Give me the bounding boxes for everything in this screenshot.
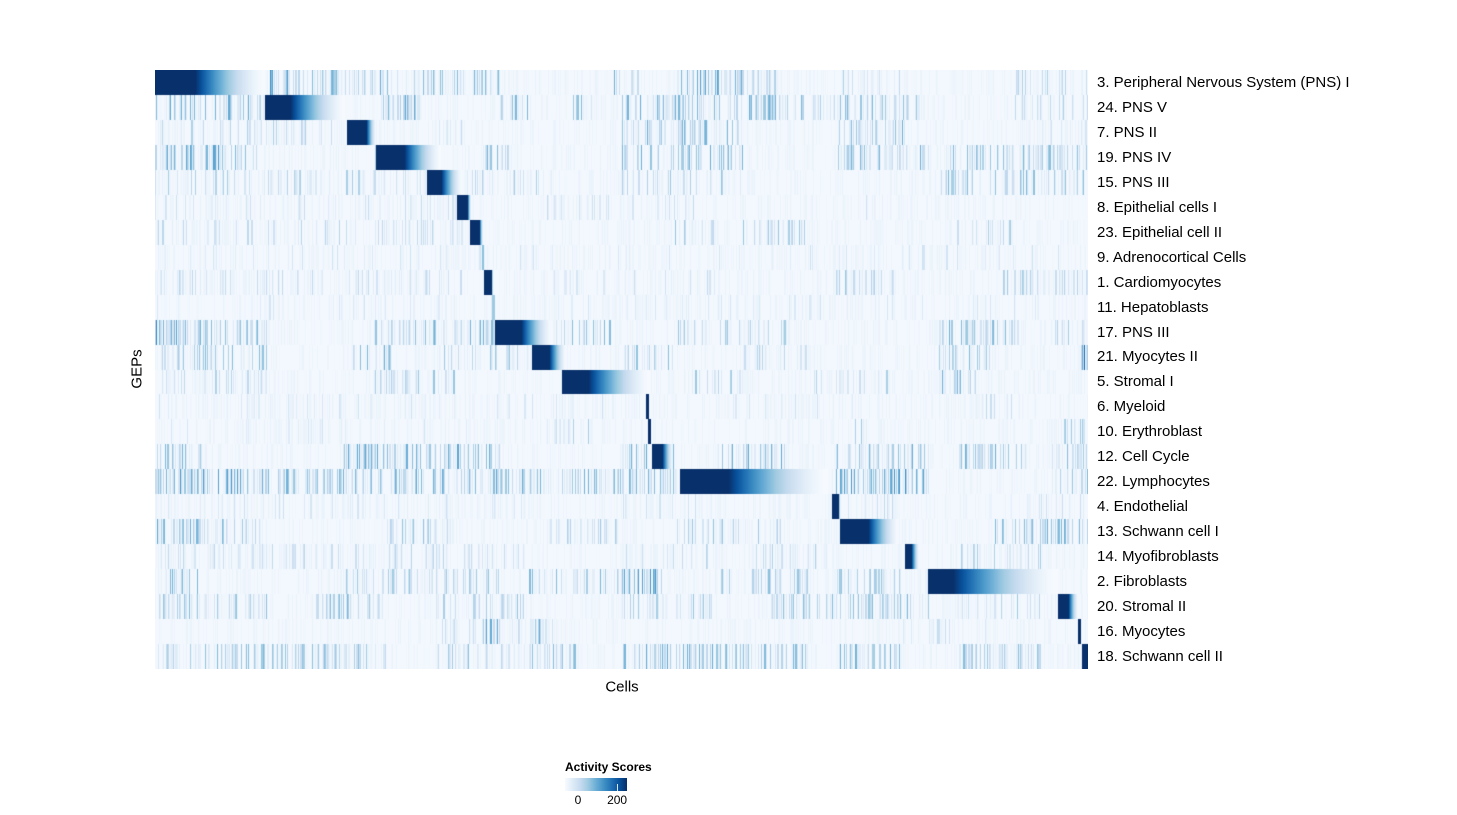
- row-label: 11. Hepatoblasts: [1097, 298, 1209, 316]
- legend-min-label: 0: [574, 793, 582, 807]
- legend-tick-labels: 0 200: [565, 793, 628, 807]
- row-label: 5. Stromal I: [1097, 373, 1174, 391]
- row-label: 22. Lymphocytes: [1097, 473, 1210, 491]
- row-label: 12. Cell Cycle: [1097, 448, 1190, 466]
- row-labels: 3. Peripheral Nervous System (PNS) I 24. …: [1097, 70, 1350, 669]
- row-label: 8. Epithelial cells I: [1097, 198, 1218, 216]
- row-label: 23. Epithelial cell II: [1097, 223, 1223, 241]
- row-label: 10. Erythroblast: [1097, 423, 1203, 441]
- heatmap-canvas: [155, 70, 1088, 669]
- row-label: 16. Myocytes: [1097, 622, 1186, 640]
- row-label: 1. Cardiomyocytes: [1097, 273, 1222, 291]
- row-label: 17. PNS III: [1097, 323, 1170, 341]
- legend: Activity Scores 0 200: [565, 760, 652, 807]
- row-label: 3. Peripheral Nervous System (PNS) I: [1097, 73, 1350, 91]
- x-axis-label: Cells: [605, 678, 639, 696]
- legend-colorbar: [565, 778, 627, 791]
- row-label: 7. PNS II: [1097, 123, 1158, 141]
- legend-tick-200: [617, 784, 619, 791]
- row-label: 18. Schwann cell II: [1097, 647, 1223, 665]
- row-label: 6. Myeloid: [1097, 398, 1166, 416]
- row-label: 14. Myofibroblasts: [1097, 548, 1219, 566]
- row-label: 9. Adrenocortical Cells: [1097, 248, 1247, 266]
- legend-max-label: 200: [607, 793, 628, 807]
- legend-title: Activity Scores: [565, 760, 652, 774]
- heatmap-plot-area: [155, 70, 1088, 669]
- y-axis-label: GEPs: [128, 349, 146, 389]
- row-label: 13. Schwann cell I: [1097, 523, 1219, 541]
- row-label: 15. PNS III: [1097, 173, 1170, 191]
- row-label: 4. Endothelial: [1097, 498, 1188, 516]
- row-label: 19. PNS IV: [1097, 148, 1172, 166]
- row-label: 24. PNS V: [1097, 98, 1168, 116]
- row-label: 20. Stromal II: [1097, 597, 1187, 615]
- row-label: 2. Fibroblasts: [1097, 573, 1188, 591]
- row-label: 21. Myocytes II: [1097, 348, 1198, 366]
